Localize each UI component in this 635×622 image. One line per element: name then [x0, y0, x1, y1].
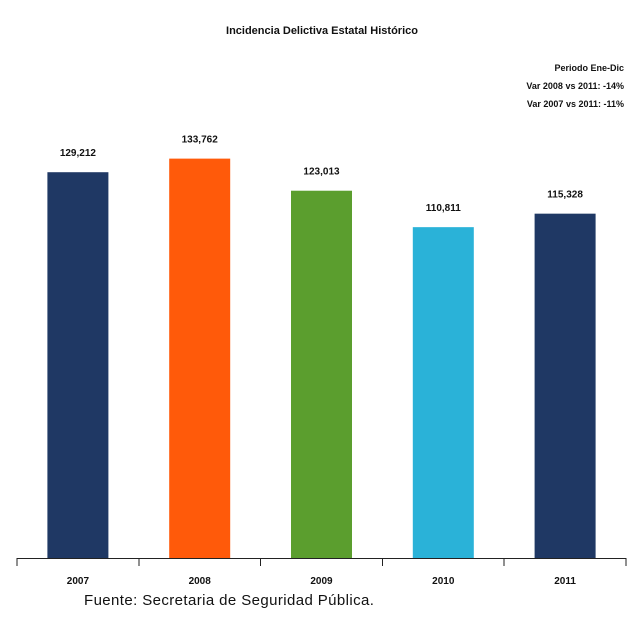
annotation-var-2008-2011: Var 2008 vs 2011: -14% [526, 81, 624, 91]
source-note: Fuente: Secretaria de Seguridad Pública. [84, 592, 374, 609]
bar-2009 [291, 190, 352, 558]
annotation-period: Periodo Ene-Dic [554, 63, 624, 73]
data-label-2007: 129,212 [60, 148, 97, 159]
x-tick-labels: 2007 2008 2009 2010 2011 [67, 576, 577, 587]
bar-2008 [169, 158, 231, 559]
bars-layer [47, 158, 596, 559]
chart-title: Incidencia Delictiva Estatal Histórico [226, 25, 418, 37]
x-tick-label-2007: 2007 [67, 576, 90, 587]
x-tick-label-2008: 2008 [189, 576, 212, 587]
annotation-var-2007-2011: Var 2007 vs 2011: -11% [527, 99, 624, 109]
chart-title-group: Incidencia Delictiva Estatal Histórico [226, 25, 418, 37]
footer-group: Fuente: Secretaria de Seguridad Pública. [84, 592, 374, 609]
data-label-2008: 133,762 [182, 135, 219, 146]
data-label-2009: 123,013 [303, 167, 340, 178]
data-label-2011: 115,328 [547, 190, 583, 201]
bar-2007 [47, 172, 109, 558]
bar-2011 [534, 213, 596, 558]
value-labels-layer: 129,212 133,762 123,013 110,811 115,328 [60, 135, 584, 215]
data-label-2010: 110,811 [426, 203, 461, 214]
x-axis [16, 558, 627, 566]
x-tick-label-2009: 2009 [310, 576, 333, 587]
x-tick-label-2010: 2010 [432, 576, 455, 587]
bar-2010 [412, 227, 474, 558]
x-tick-label-2011: 2011 [554, 576, 576, 587]
annotation-group: Periodo Ene-Dic Var 2008 vs 2011: -14% V… [526, 63, 624, 109]
